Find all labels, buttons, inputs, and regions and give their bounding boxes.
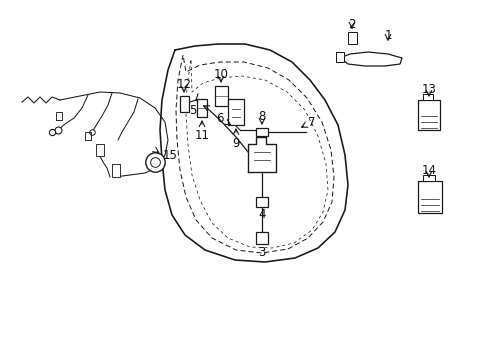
Text: 10: 10: [213, 68, 228, 81]
Text: 12: 12: [176, 77, 191, 90]
Polygon shape: [339, 52, 401, 66]
Bar: [347, 32, 356, 44]
Text: 13: 13: [421, 82, 436, 95]
Text: 4: 4: [258, 207, 265, 220]
FancyBboxPatch shape: [417, 181, 441, 213]
Bar: [256, 128, 267, 136]
Text: 11: 11: [194, 129, 209, 141]
Text: 15: 15: [162, 149, 177, 162]
Bar: [256, 197, 267, 207]
Bar: [215, 86, 227, 106]
Text: 14: 14: [421, 163, 436, 176]
Bar: [422, 94, 432, 100]
Text: 7: 7: [307, 116, 315, 129]
Bar: [335, 52, 343, 62]
Polygon shape: [247, 137, 275, 172]
FancyBboxPatch shape: [417, 100, 439, 130]
Text: 6: 6: [216, 112, 224, 125]
Text: 3: 3: [258, 246, 265, 258]
Text: 2: 2: [347, 18, 355, 31]
Bar: [180, 96, 189, 112]
Text: 8: 8: [258, 109, 265, 122]
Bar: [112, 164, 120, 177]
Bar: [96, 144, 104, 156]
FancyBboxPatch shape: [227, 99, 244, 125]
Text: 5: 5: [189, 104, 196, 117]
Bar: [256, 232, 267, 244]
Text: 1: 1: [384, 28, 391, 41]
Bar: [197, 99, 206, 117]
Bar: [422, 175, 434, 181]
Text: 9: 9: [232, 136, 239, 149]
